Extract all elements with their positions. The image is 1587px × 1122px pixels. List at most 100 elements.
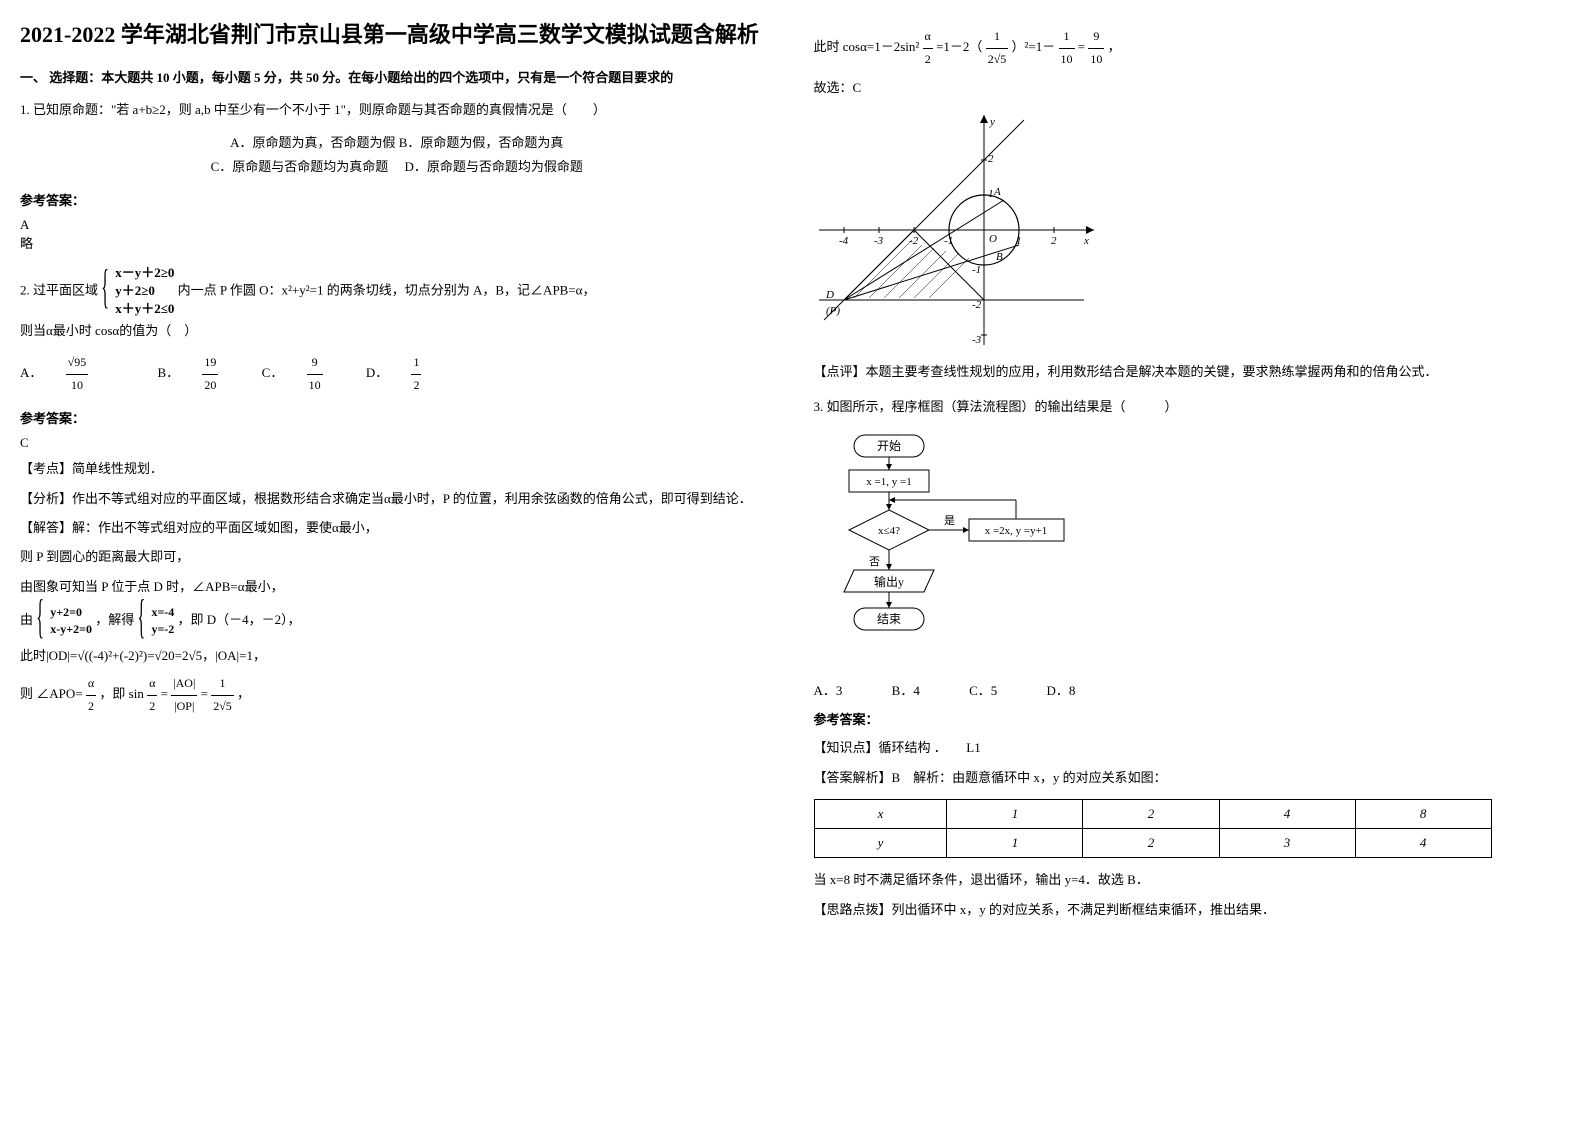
q2-sys2: y＋2≥0 <box>115 282 174 300</box>
q2-jd6-tail: ， <box>237 686 250 701</box>
cell: 8 <box>1355 800 1491 829</box>
q1-answer: A <box>20 217 774 233</box>
q2-c2-den1: 2 <box>923 49 933 71</box>
q2-c2-tail: ， <box>1108 39 1121 54</box>
q2-jd6-den2: 2 <box>147 696 157 718</box>
flow-yes: 是 <box>944 514 955 527</box>
q2-dp: 【点评】本题主要考查线性规划的应用，利用数形结合是解决本题的关键，要求熟练掌握两… <box>814 360 1568 383</box>
q2-jd6-eq2: = <box>201 686 208 701</box>
table-row: x 1 2 4 8 <box>814 800 1491 829</box>
q2-optA-den: 10 <box>66 375 89 397</box>
q2-jd2: 则 P 到圆心的距离最大即可， <box>20 545 774 568</box>
q3-flowchart: 开始 x =1, y =1 x≤4? 是 x =2x, y =y+1 否 输出y <box>814 430 1074 670</box>
q2-jd6-num3: |AO| <box>171 673 197 696</box>
q2-c2-mid1: =1－2（ <box>936 39 982 54</box>
q2-answer-label: 参考答案： <box>20 408 774 427</box>
cell: 4 <box>1219 800 1355 829</box>
svg-text:B: B <box>996 251 1003 263</box>
svg-text:-2: -2 <box>972 299 982 311</box>
table-row: y 1 2 3 4 <box>814 829 1491 858</box>
cell: 2 <box>1083 829 1219 858</box>
q1-options: A．原命题为真，否命题为假 B．原命题为假，否命题为真 C．原命题与否命题均为真… <box>20 131 774 178</box>
q2-jd6-den4: 2√5 <box>211 696 234 718</box>
flow-start: 开始 <box>876 439 900 453</box>
q2-c2-den2: 2√5 <box>986 49 1009 71</box>
svg-text:1: 1 <box>988 188 994 200</box>
q2-col2-line1: 此时 cosα=1－2sin² α 2 =1－2（ 1 2√5 ）²=1－ 1 … <box>814 26 1568 70</box>
q3-optA: A．3 <box>814 683 843 698</box>
q3-kd: 【知识点】循环结构 ． L1 <box>814 736 1568 759</box>
q2-jd4-mid: ，解得 <box>95 612 134 627</box>
flow-init: x =1, y =1 <box>866 476 911 488</box>
cell: 1 <box>947 829 1083 858</box>
q2-jd4-tail: ，即 D（－4，－2）， <box>178 612 301 627</box>
q2-optA-frac: √95 10 <box>66 352 109 396</box>
q2-optD-frac: 1 2 <box>411 352 441 396</box>
q2-answer: C <box>20 435 774 451</box>
q2-optD-label: D． <box>366 365 388 380</box>
q3-optC: C．5 <box>969 683 997 698</box>
q2-jd6-mid: ，即 sin <box>99 686 143 701</box>
q3-optB: B．4 <box>892 683 920 698</box>
svg-text:A: A <box>993 186 1001 198</box>
q2-sys3: x＋y＋2≤0 <box>115 300 174 318</box>
q2-c2-mid2: ）²=1－ <box>1012 39 1056 54</box>
q2-jd6-num2: α <box>147 673 157 696</box>
q1-optB: B．原命题为假，否命题为真 <box>399 135 564 150</box>
svg-text:D: D <box>825 289 834 301</box>
q2-jd4-sys2: x-y+2=0 <box>50 621 92 638</box>
q2-jd4-prefix: 由 <box>20 612 33 627</box>
q2-c2-num1: α <box>923 26 933 49</box>
q2-jd6-f1: α 2 <box>86 673 96 717</box>
svg-text:-4: -4 <box>839 235 849 247</box>
q2-c2-select: 故选：C <box>814 76 1568 99</box>
svg-text:-1: -1 <box>972 264 981 276</box>
q1-stem: 1. 已知原命题："若 a+b≥2，则 a,b 中至少有一个不小于 1"，则原命… <box>20 98 774 121</box>
q2-optC-num: 9 <box>307 352 323 375</box>
q2-kd: 【考点】简单线性规划． <box>20 457 774 480</box>
q2-c2-f4: 9 10 <box>1088 26 1104 70</box>
flow-no: 否 <box>869 556 880 568</box>
q2-options: A． √95 10 B． 19 20 C． 9 10 D． 1 <box>20 352 774 396</box>
q2-jd6-a: ∠APO= <box>36 686 82 701</box>
section-heading: 一、 选择题：本大题共 10 小题，每小题 5 分，共 50 分。在每小题给出的… <box>20 67 774 86</box>
q2-jd5: 此时|OD|=√((-4)²+(-2)²)=√20=2√5，|OA|=1， <box>20 644 774 667</box>
q2-jd6-den1: 2 <box>86 696 96 718</box>
q2-c2-num3: 1 <box>1059 26 1075 49</box>
q2-jd6-num1: α <box>86 673 96 696</box>
q2-c2-f1: α 2 <box>923 26 933 70</box>
svg-text:y: y <box>989 116 995 128</box>
q2-jd4-sys-a: y+2=0 x-y+2=0 <box>36 604 92 638</box>
cell: 2 <box>1083 800 1219 829</box>
q1-optC: C．原命题与否命题均为真命题 <box>211 159 389 174</box>
q2-jd6-f3: |AO| |OP| <box>171 673 197 717</box>
q2-system: x－y＋2≥0 y＋2≥0 x＋y＋2≤0 <box>101 264 174 319</box>
q3-jx: 【答案解析】B 解析：由题意循环中 x，y 的对应关系如图： <box>814 766 1568 789</box>
cell: 4 <box>1355 829 1491 858</box>
q2-jd6-eq: = <box>161 686 168 701</box>
q3-t1: 当 x=8 时不满足循环条件，退出循环，输出 y=4．故选 B． <box>814 868 1568 891</box>
q2-jd6: 则 ∠APO= α 2 ，即 sin α 2 = |AO| |OP| = 1 2… <box>20 673 774 717</box>
svg-text:2: 2 <box>1051 235 1057 247</box>
q2-optD-num: 1 <box>411 352 421 375</box>
q2-jd4: 由 y+2=0 x-y+2=0 ，解得 x=-4 y=-2 ，即 D（－4，－2… <box>20 604 774 638</box>
flow-end: 结束 <box>876 612 900 626</box>
q2-c2-den4: 10 <box>1088 49 1104 71</box>
q2-jd1: 【解答】解：作出不等式组对应的平面区域如图，要使α最小， <box>20 516 774 539</box>
q2-jd6-num4: 1 <box>211 673 234 696</box>
question-1: 1. 已知原命题："若 a+b≥2，则 a,b 中至少有一个不小于 1"，则原命… <box>20 98 774 178</box>
q1-brief: 略 <box>20 233 774 252</box>
q2-c2-num4: 9 <box>1088 26 1104 49</box>
q2-graph: -4 -3 -2 -1 1 2 2 1 -1 -2 -3 O x y <box>814 110 1114 350</box>
svg-text:x: x <box>1083 235 1089 247</box>
q2-optB-label: B． <box>158 365 180 380</box>
q3-table: x 1 2 4 8 y 1 2 3 4 <box>814 799 1492 858</box>
q2-c2-num2: 1 <box>986 26 1009 49</box>
q2-c2-f2: 1 2√5 <box>986 26 1009 70</box>
question-2: 2. 过平面区域 x－y＋2≥0 y＋2≥0 x＋y＋2≤0 内一点 P 作圆 … <box>20 264 774 396</box>
flow-body: x =2x, y =y+1 <box>984 525 1047 537</box>
q1-answer-label: 参考答案： <box>20 190 774 209</box>
q2-optB-den: 20 <box>202 375 218 397</box>
cell: x <box>814 800 947 829</box>
q2-optD-den: 2 <box>411 375 421 397</box>
